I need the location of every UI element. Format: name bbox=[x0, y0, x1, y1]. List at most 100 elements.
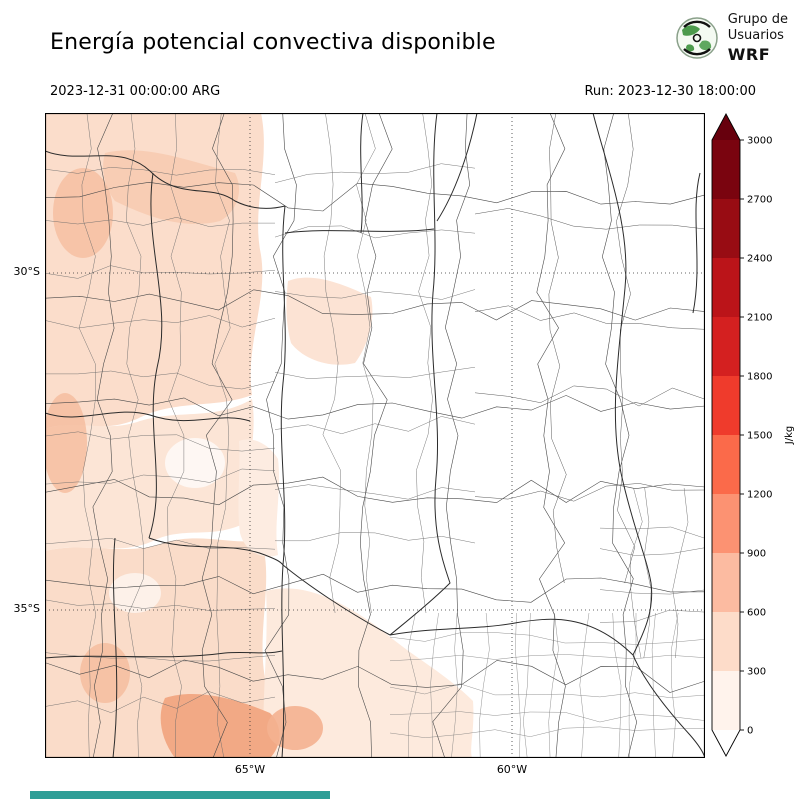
colorbar-tick-label: 1200 bbox=[747, 490, 772, 501]
colorbar-ticks: 0 300 600 900 1200 1500 1800 2100 2400 2700 3000 bbox=[740, 136, 772, 737]
department-boundary bbox=[275, 289, 475, 300]
department-boundary bbox=[600, 547, 705, 556]
department-boundary bbox=[92, 113, 115, 758]
department-boundary bbox=[45, 573, 705, 603]
department-boundary bbox=[390, 711, 705, 723]
department-boundary bbox=[430, 613, 439, 758]
department-boundary bbox=[45, 691, 275, 713]
colorbar-segment bbox=[712, 435, 740, 494]
department-boundary bbox=[601, 113, 638, 758]
colorbar-segment bbox=[712, 494, 740, 553]
colorbar-tick-label: 900 bbox=[747, 549, 766, 560]
colorbar-tick-label: 300 bbox=[747, 667, 766, 678]
department-boundary bbox=[628, 613, 637, 758]
province-boundary bbox=[436, 113, 478, 222]
department-boundary bbox=[612, 613, 622, 758]
lon-tick-label: 60°W bbox=[496, 763, 528, 776]
department-boundary bbox=[45, 289, 705, 321]
department-boundary bbox=[600, 589, 705, 595]
footer-bar bbox=[30, 791, 330, 799]
cape-shading-region bbox=[45, 393, 87, 493]
department-boundary bbox=[579, 613, 590, 758]
page-title: Energía potencial convectiva disponible bbox=[50, 30, 496, 55]
province-boundary bbox=[148, 537, 284, 566]
province-boundary bbox=[284, 228, 435, 234]
department-boundary bbox=[45, 659, 705, 693]
cape-shading-region bbox=[109, 573, 161, 613]
department-boundary bbox=[45, 395, 705, 420]
department-boundary bbox=[616, 113, 636, 583]
cape-shading-region bbox=[45, 399, 254, 551]
department-boundary bbox=[45, 538, 275, 550]
colorbar-over-arrow bbox=[712, 114, 740, 140]
department-boundary bbox=[45, 217, 275, 227]
colorbar-tick-label: 2100 bbox=[747, 313, 772, 324]
department-boundary bbox=[475, 305, 705, 330]
department-boundary bbox=[548, 613, 559, 758]
cape-shading bbox=[45, 113, 474, 758]
department-boundary bbox=[275, 163, 475, 184]
department-boundary bbox=[214, 113, 231, 758]
colorbar-segment bbox=[712, 671, 740, 730]
province-boundary bbox=[389, 618, 634, 656]
cape-shading-region bbox=[267, 706, 323, 750]
department-boundary bbox=[475, 483, 705, 502]
department-boundary bbox=[548, 113, 567, 583]
department-boundary bbox=[358, 113, 393, 758]
colorbar: 0 300 600 900 1200 1500 1800 2100 2400 2700 3000 J… bbox=[711, 113, 795, 757]
province-boundary bbox=[45, 650, 283, 659]
department-boundary bbox=[45, 370, 275, 390]
colorbar-tick-label: 1800 bbox=[747, 372, 772, 383]
province-boundary bbox=[148, 172, 163, 539]
colorbar-tick-label: 0 bbox=[747, 726, 753, 737]
cape-shading-region bbox=[80, 643, 130, 703]
department-boundary bbox=[536, 113, 566, 758]
colorbar-tick-label: 600 bbox=[747, 608, 766, 619]
department-boundary bbox=[275, 532, 475, 544]
cape-map bbox=[45, 113, 705, 758]
department-boundary bbox=[275, 484, 475, 500]
colorbar-tick-label: 2400 bbox=[747, 254, 772, 265]
colorbar-under-arrow bbox=[712, 730, 740, 756]
department-boundary bbox=[630, 488, 643, 658]
department-boundary bbox=[432, 113, 471, 758]
colorbar-segment bbox=[712, 140, 740, 199]
department-boundary bbox=[390, 654, 705, 661]
valid-time-label: 2023-12-31 00:00:00 ARG bbox=[50, 84, 221, 99]
department-mesh bbox=[45, 113, 705, 758]
department-boundary bbox=[275, 416, 475, 434]
department-boundary bbox=[356, 113, 376, 613]
department-boundary bbox=[651, 613, 656, 758]
department-boundaries bbox=[45, 113, 705, 758]
colorbar-segment bbox=[712, 258, 740, 317]
province-boundary bbox=[112, 537, 118, 758]
run-time-label: Run: 2023-12-30 18:00:00 bbox=[584, 84, 756, 99]
province-boundary bbox=[360, 113, 364, 234]
department-boundary bbox=[390, 726, 705, 738]
globe-icon bbox=[676, 17, 718, 59]
department-boundary bbox=[671, 613, 679, 758]
department-boundary bbox=[475, 385, 705, 407]
department-boundary bbox=[45, 167, 275, 176]
colorbar-segments bbox=[712, 114, 740, 756]
department-boundary bbox=[45, 315, 275, 329]
department-boundary bbox=[126, 113, 144, 758]
department-boundary bbox=[523, 613, 531, 758]
department-boundary bbox=[264, 113, 297, 758]
lat-tick-label: 30°S bbox=[13, 265, 40, 278]
wrf-logo: Grupo de Usuarios WRF bbox=[674, 12, 788, 65]
colorbar-tick-label: 3000 bbox=[747, 136, 772, 147]
department-boundary bbox=[416, 113, 433, 613]
department-boundary bbox=[275, 225, 475, 239]
department-boundary bbox=[45, 476, 705, 506]
province-boundaries bbox=[45, 113, 705, 758]
department-boundary bbox=[201, 113, 234, 758]
colorbar-segment bbox=[712, 553, 740, 612]
colorbar-tick-label: 2700 bbox=[747, 195, 772, 206]
department-boundary bbox=[451, 613, 458, 758]
colorbar-segment bbox=[712, 317, 740, 376]
province-boundary bbox=[45, 411, 251, 422]
province-boundary bbox=[389, 113, 451, 636]
department-boundary bbox=[643, 488, 652, 658]
province-boundary bbox=[281, 564, 285, 758]
